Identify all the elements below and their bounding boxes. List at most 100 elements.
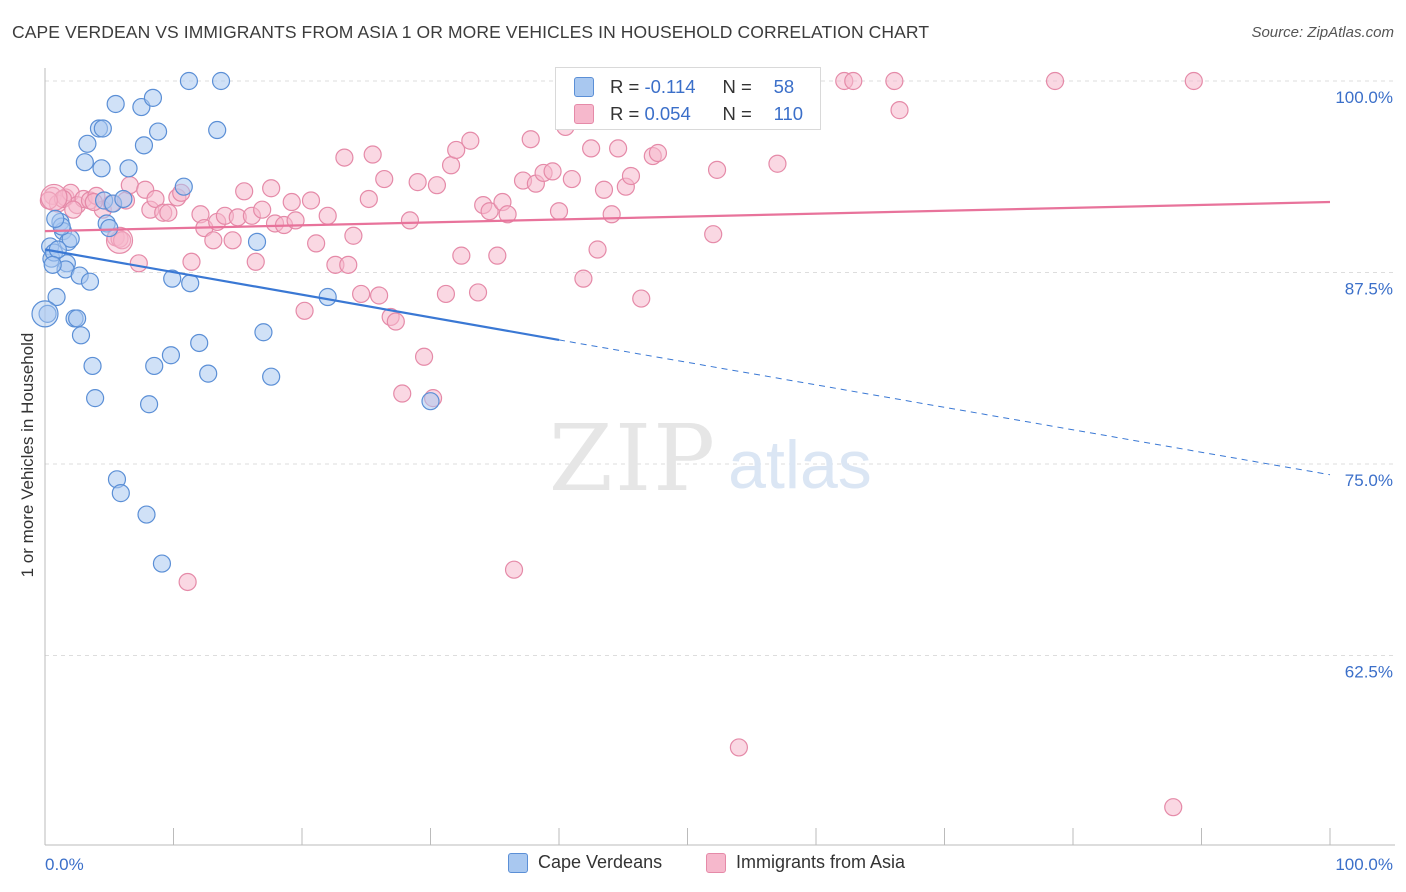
y-tick-label: 62.5% xyxy=(1345,663,1393,682)
data-point-immigrants-from-asia xyxy=(414,347,434,366)
data-point-immigrants-from-asia xyxy=(707,160,727,179)
data-point-cape-verdeans xyxy=(111,484,130,503)
chart-title: CAPE VERDEAN VS IMMIGRANTS FROM ASIA 1 O… xyxy=(12,22,930,42)
data-point-cape-verdeans xyxy=(163,269,182,288)
data-point-immigrants-from-asia xyxy=(488,246,507,265)
watermark-zip: ZIP xyxy=(549,405,717,512)
data-point-cape-verdeans xyxy=(179,71,199,91)
data-point-immigrants-from-asia xyxy=(504,560,524,579)
tick-labels: 62.5% 75.0% 87.5% 100.0% 0.0% 100.0% xyxy=(45,88,1393,874)
data-point-cape-verdeans xyxy=(211,71,231,91)
data-point-immigrants-from-asia xyxy=(452,246,471,265)
data-point-cape-verdeans xyxy=(46,209,65,228)
y-tick-label: 75.0% xyxy=(1345,471,1393,490)
x-tick-label-max: 100.0% xyxy=(1335,855,1393,874)
cape-verdeans-points xyxy=(31,71,440,573)
data-point-immigrants-from-asia xyxy=(370,286,389,305)
data-point-immigrants-from-asia xyxy=(295,301,314,320)
data-point-immigrants-from-asia xyxy=(582,139,601,158)
data-point-cape-verdeans xyxy=(190,333,209,353)
data-point-immigrants-from-asia xyxy=(594,180,614,199)
data-point-immigrants-from-asia xyxy=(318,206,337,225)
blue-swatch xyxy=(574,77,594,97)
data-point-immigrants-from-asia xyxy=(436,284,456,304)
data-point-immigrants-from-asia xyxy=(588,240,607,259)
data-point-immigrants-from-asia xyxy=(1184,71,1203,91)
data-point-cape-verdeans xyxy=(43,255,62,274)
data-point-cape-verdeans xyxy=(174,177,193,196)
y-tick-label: 87.5% xyxy=(1345,280,1393,299)
data-point-immigrants-from-asia xyxy=(235,182,254,201)
data-point-cape-verdeans xyxy=(148,122,168,141)
trend-lines xyxy=(44,200,1331,476)
pink-swatch xyxy=(574,104,594,124)
data-point-immigrants-from-asia xyxy=(301,191,321,210)
data-point-immigrants-from-asia xyxy=(307,234,326,253)
legend-item-immigrants-from-asia[interactable]: Immigrants from Asia xyxy=(706,852,905,873)
data-point-cape-verdeans xyxy=(48,240,67,259)
data-point-cape-verdeans xyxy=(114,189,133,209)
y-tick-label: 100.0% xyxy=(1335,88,1393,107)
data-point-immigrants-from-asia xyxy=(844,71,863,91)
r-label: R = xyxy=(610,76,640,97)
data-point-cape-verdeans xyxy=(100,218,119,238)
data-point-cape-verdeans xyxy=(71,326,91,345)
data-point-immigrants-from-asia xyxy=(621,166,641,186)
data-point-cape-verdeans xyxy=(119,159,138,178)
r-value: 0.054 xyxy=(644,103,691,124)
data-point-immigrants-from-asia xyxy=(648,143,668,163)
data-point-immigrants-from-asia xyxy=(890,101,909,120)
r-label: R = xyxy=(610,103,640,124)
data-point-cape-verdeans xyxy=(254,323,273,342)
data-point-immigrants-from-asia xyxy=(253,200,272,219)
data-point-immigrants-from-asia xyxy=(498,205,517,224)
data-point-cape-verdeans xyxy=(137,505,156,524)
data-point-immigrants-from-asia xyxy=(182,252,201,271)
n-label: N = xyxy=(722,103,752,124)
data-point-cape-verdeans xyxy=(80,272,100,291)
trend-line-cape-verdeans xyxy=(44,248,560,341)
data-point-immigrants-from-asia xyxy=(468,283,488,302)
watermark: ZIP atlas xyxy=(549,405,872,512)
stats-row-cape-verdeans: R = -0.114 N = 58 xyxy=(574,74,794,100)
bottom-legend: Cape Verdeans Immigrants from Asia xyxy=(0,852,1406,878)
data-point-immigrants-from-asia xyxy=(344,226,363,245)
data-point-immigrants-from-asia xyxy=(129,254,148,273)
data-point-immigrants-from-asia xyxy=(159,203,178,222)
data-point-immigrants-from-asia xyxy=(178,572,197,592)
data-point-immigrants-from-asia xyxy=(112,231,132,250)
data-point-immigrants-from-asia xyxy=(461,131,480,150)
data-point-cape-verdeans xyxy=(161,346,181,365)
n-value: 58 xyxy=(773,76,795,97)
legend-item-cape-verdeans[interactable]: Cape Verdeans xyxy=(508,852,662,873)
source-credit: Source: ZipAtlas.com xyxy=(1251,24,1394,41)
data-point-immigrants-from-asia xyxy=(885,71,904,91)
data-point-cape-verdeans xyxy=(247,232,267,251)
data-point-cape-verdeans xyxy=(181,274,200,293)
data-point-cape-verdeans xyxy=(208,120,227,140)
data-point-immigrants-from-asia xyxy=(408,173,427,192)
data-point-cape-verdeans xyxy=(152,554,172,573)
legend-label: Immigrants from Asia xyxy=(736,852,906,872)
data-point-immigrants-from-asia xyxy=(1164,798,1183,817)
data-point-immigrants-from-asia xyxy=(64,200,83,219)
data-point-cape-verdeans xyxy=(83,356,102,376)
data-point-cape-verdeans xyxy=(106,94,125,114)
data-point-immigrants-from-asia xyxy=(704,225,723,244)
data-point-cape-verdeans xyxy=(75,153,94,172)
data-point-immigrants-from-asia xyxy=(335,148,354,167)
data-point-cluster xyxy=(40,183,68,212)
data-point-immigrants-from-asia xyxy=(441,156,461,175)
data-point-immigrants-from-asia xyxy=(602,205,621,224)
data-point-immigrants-from-asia xyxy=(359,189,378,209)
legend-swatch-pink xyxy=(706,852,726,873)
data-point-immigrants-from-asia xyxy=(480,202,499,221)
data-point-immigrants-from-asia xyxy=(375,169,394,189)
data-point-immigrants-from-asia xyxy=(146,189,165,209)
data-point-immigrants-from-asia xyxy=(363,145,382,164)
data-point-immigrants-from-asia xyxy=(609,139,628,158)
n-value: 110 xyxy=(773,103,804,124)
data-point-immigrants-from-asia xyxy=(562,169,581,189)
stats-legend-box: R = -0.114 N = 58 R = 0.054 N = 110 xyxy=(555,67,821,130)
